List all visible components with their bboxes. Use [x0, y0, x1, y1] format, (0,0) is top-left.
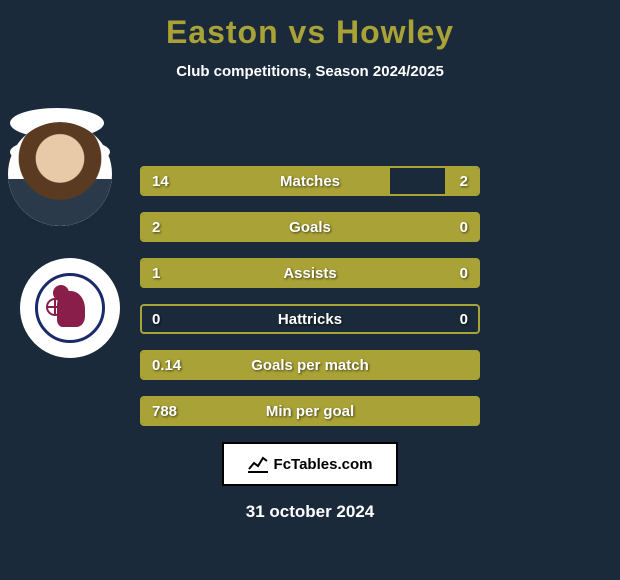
stat-label: Assists — [140, 258, 480, 288]
page-title: Easton vs Howley — [10, 14, 610, 51]
stat-bars: 142Matches 20Goals 10Assists 00Hattricks 0.1… — [140, 166, 480, 426]
brand-badge[interactable]: FcTables.com — [222, 442, 398, 486]
brand-chart-icon — [248, 455, 268, 473]
page-subtitle: Club competitions, Season 2024/2025 — [10, 63, 610, 80]
comparison-container: Easton vs Howley Club competitions, Seas… — [0, 0, 620, 522]
stat-row: 788Min per goal — [140, 396, 480, 426]
player-left-avatar — [8, 122, 112, 226]
stat-label: Goals per match — [140, 350, 480, 380]
club-badge-lion-icon — [51, 285, 89, 331]
stat-label: Min per goal — [140, 396, 480, 426]
player-photo-placeholder — [8, 122, 112, 226]
stat-label: Matches — [140, 166, 480, 196]
brand-text: FcTables.com — [274, 456, 373, 473]
generated-date: 31 october 2024 — [10, 502, 610, 522]
stat-row: 00Hattricks — [140, 304, 480, 334]
stat-row: 0.14Goals per match — [140, 350, 480, 380]
stat-row: 10Assists — [140, 258, 480, 288]
club-badge-ring — [35, 273, 105, 343]
stat-row: 20Goals — [140, 212, 480, 242]
club-badge — [20, 258, 120, 358]
stat-row: 142Matches — [140, 166, 480, 196]
stat-label: Hattricks — [140, 304, 480, 334]
stat-label: Goals — [140, 212, 480, 242]
